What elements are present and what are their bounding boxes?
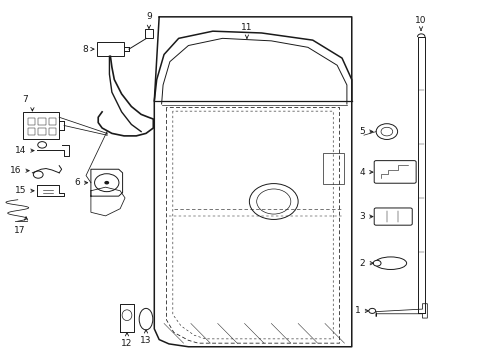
Text: 6: 6 — [74, 178, 80, 187]
Bar — [49, 118, 56, 125]
Text: 14: 14 — [15, 146, 26, 155]
Bar — [27, 118, 35, 125]
Text: 12: 12 — [121, 339, 132, 348]
Text: 9: 9 — [146, 13, 151, 22]
Text: 5: 5 — [359, 127, 365, 136]
Bar — [97, 42, 124, 56]
Bar — [145, 30, 153, 39]
Text: 13: 13 — [140, 336, 151, 345]
Text: 1: 1 — [354, 306, 360, 315]
Bar — [22, 112, 59, 139]
Circle shape — [375, 124, 397, 139]
Text: 16: 16 — [10, 166, 21, 175]
Text: 8: 8 — [82, 45, 88, 54]
Text: 10: 10 — [414, 16, 426, 25]
Ellipse shape — [374, 257, 406, 270]
Text: 4: 4 — [359, 168, 365, 177]
Text: 3: 3 — [359, 212, 365, 221]
Bar — [49, 128, 56, 135]
Text: 17: 17 — [15, 226, 26, 235]
Ellipse shape — [139, 309, 153, 330]
Text: 2: 2 — [359, 259, 365, 268]
Text: 7: 7 — [22, 95, 28, 104]
Circle shape — [368, 309, 375, 314]
Bar — [322, 153, 344, 184]
Bar — [38, 118, 45, 125]
Text: 11: 11 — [241, 23, 252, 32]
Text: 15: 15 — [15, 186, 26, 195]
Circle shape — [104, 181, 109, 184]
Bar — [27, 128, 35, 135]
FancyBboxPatch shape — [373, 161, 415, 183]
Circle shape — [372, 260, 380, 266]
Bar — [38, 128, 45, 135]
FancyBboxPatch shape — [373, 208, 411, 225]
